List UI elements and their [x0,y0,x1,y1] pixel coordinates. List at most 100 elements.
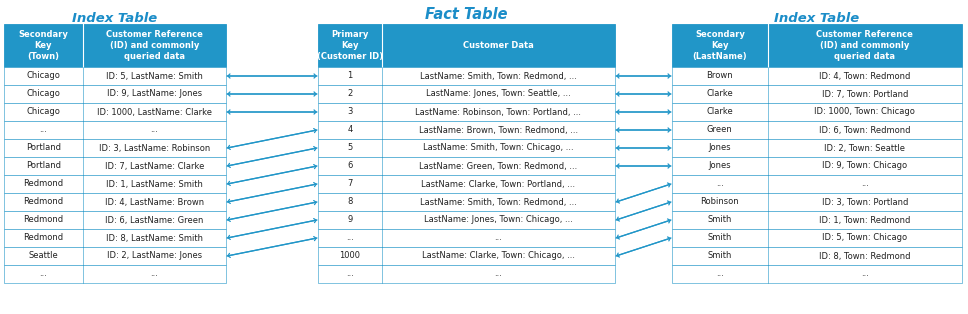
Bar [4,265,226,283]
Text: 1: 1 [348,72,352,80]
Bar [318,121,615,139]
Text: Redmond: Redmond [23,180,64,188]
Bar [672,229,962,247]
Text: ...: ... [40,126,47,134]
Bar [318,103,615,121]
Text: LastName: Smith, Town: Redmond, ...: LastName: Smith, Town: Redmond, ... [420,72,577,80]
Text: Clarke: Clarke [707,89,733,99]
Text: ID: 6, Town: Redmond: ID: 6, Town: Redmond [819,126,911,134]
Text: Smith: Smith [708,252,732,261]
Text: ID: 7, Town: Portland: ID: 7, Town: Portland [822,89,908,99]
Bar [672,121,962,139]
Text: Customer Data: Customer Data [463,41,533,50]
Text: Portland: Portland [26,161,61,171]
Bar [4,103,226,121]
Text: Smith: Smith [708,234,732,242]
Bar [4,121,226,139]
Text: Robinson: Robinson [701,198,740,207]
Text: Customer Reference
(ID) and commonly
queried data: Customer Reference (ID) and commonly que… [106,30,203,61]
Bar [318,265,615,283]
Text: Fact Table: Fact Table [425,7,508,22]
Text: ...: ... [716,269,724,279]
Text: ...: ... [150,269,159,279]
Text: ...: ... [346,269,354,279]
Text: 1000: 1000 [340,252,360,261]
Text: Green: Green [707,126,733,134]
Text: ...: ... [861,180,869,188]
Text: Customer Reference
(ID) and commonly
queried data: Customer Reference (ID) and commonly que… [816,30,913,61]
Bar [672,67,962,85]
Text: Redmond: Redmond [23,198,64,207]
Bar [672,175,962,193]
Bar [4,157,226,175]
Text: ID: 5, Town: Chicago: ID: 5, Town: Chicago [822,234,907,242]
Text: Index Table: Index Table [73,12,158,25]
Text: Jones: Jones [709,161,731,171]
Text: 9: 9 [348,215,352,225]
Text: ...: ... [716,180,724,188]
Bar [318,85,615,103]
Text: ID: 4, LastName: Brown: ID: 4, LastName: Brown [105,198,204,207]
Bar [318,24,615,67]
Text: 5: 5 [348,143,352,153]
Text: ID: 1, Town: Redmond: ID: 1, Town: Redmond [819,215,911,225]
Text: Redmond: Redmond [23,234,64,242]
Bar [672,247,962,265]
Text: ID: 1, LastName: Smith: ID: 1, LastName: Smith [106,180,203,188]
Text: ...: ... [346,234,354,242]
Bar [318,229,615,247]
Bar [4,67,226,85]
Text: Clarke: Clarke [707,107,733,116]
Text: ID: 8, Town: Redmond: ID: 8, Town: Redmond [819,252,911,261]
Text: ID: 3, LastName: Robinson: ID: 3, LastName: Robinson [99,143,210,153]
Text: 3: 3 [348,107,352,116]
Text: LastName: Brown, Town: Redmond, ...: LastName: Brown, Town: Redmond, ... [419,126,578,134]
Bar [4,229,226,247]
Text: LastName: Clarke, Town: Portland, ...: LastName: Clarke, Town: Portland, ... [421,180,576,188]
Text: LastName: Robinson, Town: Portland, ...: LastName: Robinson, Town: Portland, ... [415,107,582,116]
Text: ID: 4, Town: Redmond: ID: 4, Town: Redmond [819,72,911,80]
Text: ID: 1000, Town: Chicago: ID: 1000, Town: Chicago [814,107,916,116]
Text: Primary
Key
(Customer ID): Primary Key (Customer ID) [317,30,383,61]
Bar [4,139,226,157]
Bar [318,193,615,211]
Bar [318,67,615,85]
Bar [4,193,226,211]
Text: Redmond: Redmond [23,215,64,225]
Bar [672,139,962,157]
Bar [672,265,962,283]
Text: Brown: Brown [707,72,733,80]
Text: LastName: Green, Town: Redmond, ...: LastName: Green, Town: Redmond, ... [419,161,578,171]
Text: ID: 5, LastName: Smith: ID: 5, LastName: Smith [106,72,203,80]
Text: ID: 7, LastName: Clarke: ID: 7, LastName: Clarke [105,161,204,171]
Bar [318,139,615,157]
Bar [4,211,226,229]
Bar [672,157,962,175]
Bar [672,211,962,229]
Bar [4,247,226,265]
Text: ID: 9, LastName: Jones: ID: 9, LastName: Jones [106,89,202,99]
Text: ...: ... [495,269,502,279]
Text: Jones: Jones [709,143,731,153]
Text: ID: 2, LastName: Jones: ID: 2, LastName: Jones [106,252,202,261]
Text: ID: 6, LastName: Green: ID: 6, LastName: Green [106,215,203,225]
Text: Chicago: Chicago [26,107,60,116]
Text: 8: 8 [348,198,352,207]
Text: ID: 1000, LastName: Clarke: ID: 1000, LastName: Clarke [97,107,212,116]
Text: Smith: Smith [708,215,732,225]
Text: ...: ... [40,269,47,279]
Bar [4,175,226,193]
Text: Chicago: Chicago [26,72,60,80]
Text: 7: 7 [348,180,352,188]
Text: Secondary
Key
(LastName): Secondary Key (LastName) [692,30,747,61]
Text: Chicago: Chicago [26,89,60,99]
Text: LastName: Jones, Town: Chicago, ...: LastName: Jones, Town: Chicago, ... [424,215,573,225]
Bar [4,85,226,103]
Text: Secondary
Key
(Town): Secondary Key (Town) [18,30,69,61]
Text: ...: ... [495,234,502,242]
Text: LastName: Smith, Town: Redmond, ...: LastName: Smith, Town: Redmond, ... [420,198,577,207]
Text: ...: ... [861,269,869,279]
Text: ID: 8, LastName: Smith: ID: 8, LastName: Smith [106,234,203,242]
Bar [672,193,962,211]
Text: Portland: Portland [26,143,61,153]
